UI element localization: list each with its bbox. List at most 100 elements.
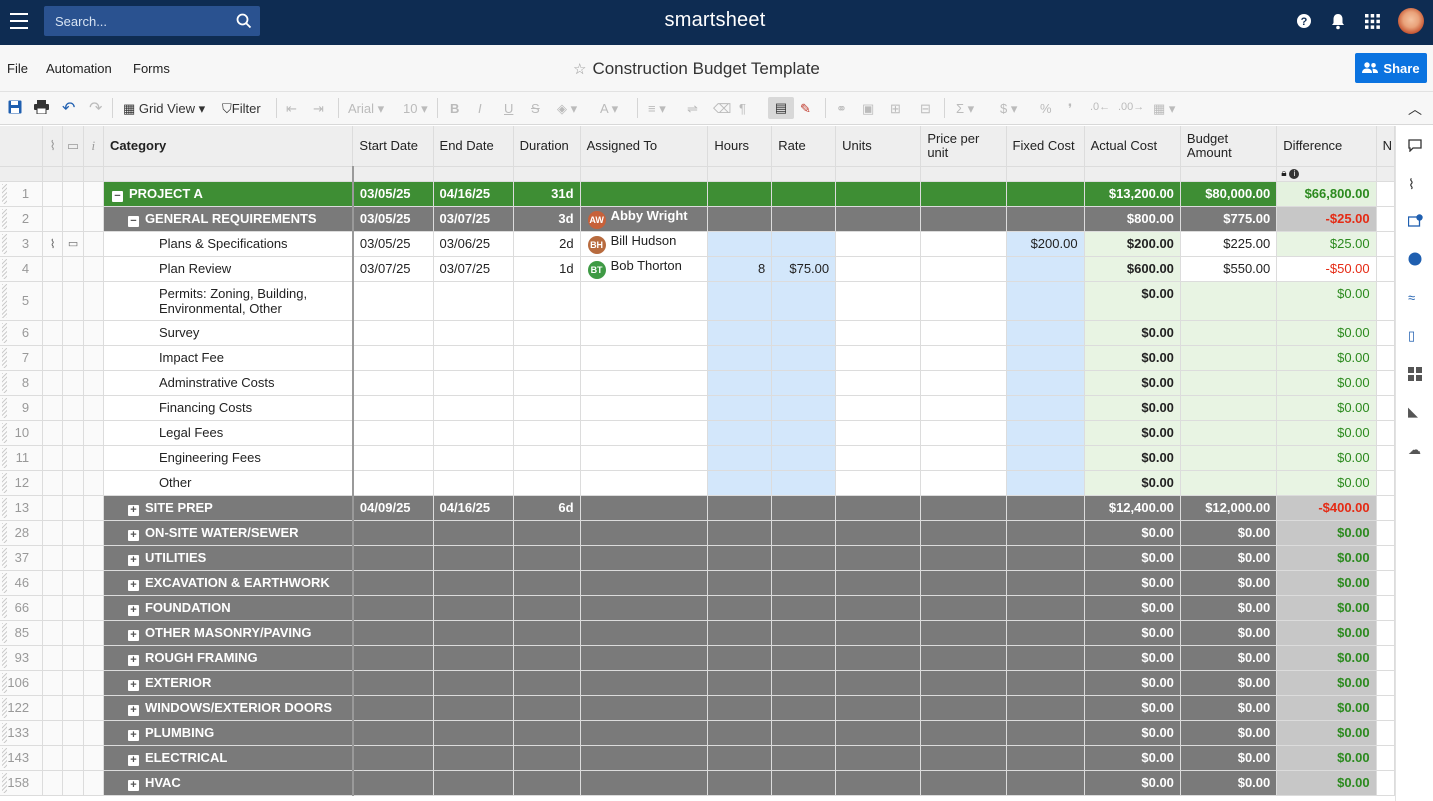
summary-icon[interactable]: ▯ bbox=[1408, 328, 1416, 343]
category-cell[interactable]: Permits: Zoning, Building, Environmental,… bbox=[103, 281, 354, 321]
text-color-icon[interactable]: A ▾ bbox=[600, 101, 619, 116]
col-category[interactable]: Category bbox=[103, 126, 354, 167]
expand-icon[interactable]: + bbox=[127, 679, 139, 691]
help-icon[interactable]: ? bbox=[1296, 13, 1312, 29]
format-painter-icon[interactable]: ¶ bbox=[739, 101, 746, 116]
highlight-icon[interactable]: ✎ bbox=[800, 101, 811, 116]
menu-file[interactable]: File bbox=[7, 61, 28, 76]
table-row[interactable]: 8 Adminstrative Costs $0.00 $0.00 bbox=[0, 370, 1395, 396]
sum-icon[interactable]: Σ ▾ bbox=[956, 101, 975, 116]
expand-icon[interactable]: + bbox=[127, 704, 139, 716]
font-dropdown[interactable]: Arial ▾ bbox=[348, 101, 385, 116]
category-cell[interactable]: + EXTERIOR bbox=[103, 670, 354, 696]
font-size-dropdown[interactable]: 10 ▾ bbox=[403, 101, 428, 116]
percent-icon[interactable]: % bbox=[1040, 101, 1052, 116]
format-icon[interactable]: ▦ ▾ bbox=[1153, 101, 1176, 116]
table-row[interactable]: 143 + ELECTRICAL $0.00 $0.00 $0.00 bbox=[0, 745, 1395, 771]
grid-view-dropdown[interactable]: ▦ Grid View ▾ bbox=[123, 101, 206, 116]
col-rate[interactable]: Rate bbox=[771, 126, 837, 167]
col-difference[interactable]: Difference bbox=[1276, 126, 1377, 167]
filter-button[interactable]: ⛉Filter bbox=[222, 101, 261, 116]
menu-automation[interactable]: Automation bbox=[46, 61, 112, 76]
info-icon[interactable]: i bbox=[83, 126, 104, 167]
expand-icon[interactable]: + bbox=[127, 629, 139, 641]
app-logo[interactable]: smartsheet bbox=[664, 9, 766, 31]
expand-icon[interactable]: + bbox=[127, 754, 139, 766]
col-hours[interactable]: Hours bbox=[707, 126, 773, 167]
table-row[interactable]: 37 + UTILITIES $0.00 $0.00 $0.00 bbox=[0, 545, 1395, 571]
category-cell[interactable]: Adminstrative Costs bbox=[103, 370, 354, 396]
attachments-icon[interactable]: ⌇ bbox=[1408, 176, 1415, 192]
link-icon[interactable]: ⚭ bbox=[836, 101, 847, 116]
category-cell[interactable]: + UTILITIES bbox=[103, 545, 354, 571]
difference-cell[interactable]: $0.00 bbox=[1276, 320, 1377, 346]
category-cell[interactable]: Legal Fees bbox=[103, 420, 354, 446]
table-row[interactable]: 12 Other $0.00 $0.00 bbox=[0, 470, 1395, 496]
table-row[interactable]: 11 Engineering Fees $0.00 $0.00 bbox=[0, 445, 1395, 471]
collapse-toolbar-icon[interactable]: ︿ bbox=[1408, 101, 1422, 117]
table-row[interactable]: 4 Plan Review 03/07/25 03/07/25 1d BT Bob… bbox=[0, 256, 1395, 282]
undo-icon[interactable]: ↶ bbox=[62, 100, 76, 117]
category-cell[interactable]: − GENERAL REQUIREMENTS bbox=[103, 206, 354, 232]
table-row[interactable]: 66 + FOUNDATION $0.00 $0.00 $0.00 bbox=[0, 595, 1395, 621]
user-avatar[interactable] bbox=[1398, 8, 1424, 34]
actual-cost-cell[interactable]: $0.00 bbox=[1084, 370, 1181, 396]
expand-icon[interactable]: + bbox=[127, 729, 139, 741]
category-cell[interactable]: + HVAC bbox=[103, 770, 354, 796]
bold-icon[interactable]: B bbox=[450, 101, 460, 116]
activity-log-icon[interactable]: ≈ bbox=[1408, 290, 1416, 305]
hierarchy-icon[interactable]: ⊟ bbox=[920, 101, 931, 116]
dashboard-icon[interactable] bbox=[1408, 367, 1422, 384]
col-units[interactable]: Units bbox=[835, 126, 922, 167]
attachment-icon[interactable]: ⌇ bbox=[42, 231, 64, 257]
table-row[interactable]: 122 + WINDOWS/EXTERIOR DOORS $0.00 $0.00 $0.0… bbox=[0, 695, 1395, 721]
category-cell[interactable]: + SITE PREP bbox=[103, 495, 354, 521]
expand-icon[interactable]: + bbox=[127, 504, 139, 516]
assigned-cell[interactable]: AW Abby Wright bbox=[580, 206, 709, 232]
strikethrough-icon[interactable]: S bbox=[531, 101, 540, 116]
category-cell[interactable]: + ROUGH FRAMING bbox=[103, 645, 354, 671]
table-row[interactable]: 93 + ROUGH FRAMING $0.00 $0.00 $0.00 bbox=[0, 645, 1395, 671]
expand-icon[interactable]: + bbox=[127, 654, 139, 666]
category-cell[interactable]: + WINDOWS/EXTERIOR DOORS bbox=[103, 695, 354, 721]
category-cell[interactable]: Impact Fee bbox=[103, 345, 354, 371]
wrap-icon[interactable]: ⇌ bbox=[687, 101, 698, 116]
currency-icon[interactable]: $ ▾ bbox=[1000, 101, 1018, 116]
table-row[interactable]: 46 + EXCAVATION & EARTHWORK $0.00 $0.00 $0.00 bbox=[0, 570, 1395, 596]
expand-icon[interactable]: + bbox=[127, 579, 139, 591]
fill-color-icon[interactable]: ◈ ▾ bbox=[557, 101, 578, 116]
difference-cell[interactable]: $0.00 bbox=[1276, 420, 1377, 446]
col-price-per-unit[interactable]: Price per unit bbox=[920, 126, 1007, 167]
cloud-icon[interactable]: ☁ bbox=[1408, 442, 1421, 457]
col-duration[interactable]: Duration bbox=[513, 126, 581, 167]
collapse-icon[interactable]: − bbox=[127, 215, 139, 227]
col-start-date[interactable]: Start Date bbox=[352, 126, 434, 167]
expand-icon[interactable]: + bbox=[127, 779, 139, 791]
table-row[interactable]: 133 + PLUMBING $0.00 $0.00 $0.00 bbox=[0, 720, 1395, 746]
actual-cost-cell[interactable]: $0.00 bbox=[1084, 320, 1181, 346]
difference-cell[interactable]: $0.00 bbox=[1276, 370, 1377, 396]
table-row[interactable]: 1 − PROJECT A 03/05/25 04/16/25 31d $13,2… bbox=[0, 181, 1395, 207]
category-cell[interactable]: + PLUMBING bbox=[103, 720, 354, 746]
menu-forms[interactable]: Forms bbox=[133, 61, 170, 76]
image-icon[interactable]: ▣ bbox=[862, 101, 875, 116]
bell-icon[interactable] bbox=[1330, 13, 1346, 30]
table-row[interactable]: 85 + OTHER MASONRY/PAVING $0.00 $0.00 $0.00 bbox=[0, 620, 1395, 646]
col-end-date[interactable]: End Date bbox=[433, 126, 514, 167]
collapse-icon[interactable]: − bbox=[111, 190, 123, 202]
sheet-title-text[interactable]: Construction Budget Template bbox=[592, 59, 820, 78]
actual-cost-cell[interactable]: $0.00 bbox=[1084, 345, 1181, 371]
save-icon[interactable] bbox=[8, 100, 22, 114]
table-row[interactable]: 10 Legal Fees $0.00 $0.00 bbox=[0, 420, 1395, 446]
print-icon[interactable] bbox=[34, 100, 49, 114]
share-button[interactable]: Share bbox=[1355, 53, 1427, 83]
expand-icon[interactable]: + bbox=[127, 554, 139, 566]
category-cell[interactable]: + ELECTRICAL bbox=[103, 745, 354, 771]
conditional-format-icon[interactable]: ▤ bbox=[768, 97, 794, 119]
col-budget-amount[interactable]: Budget Amount bbox=[1180, 126, 1278, 167]
search-input[interactable]: Search... bbox=[55, 14, 108, 29]
search-icon[interactable] bbox=[236, 13, 252, 29]
expand-icon[interactable]: + bbox=[127, 604, 139, 616]
category-cell[interactable]: Survey bbox=[103, 320, 354, 346]
comment-icon[interactable]: ▭ bbox=[62, 126, 84, 167]
